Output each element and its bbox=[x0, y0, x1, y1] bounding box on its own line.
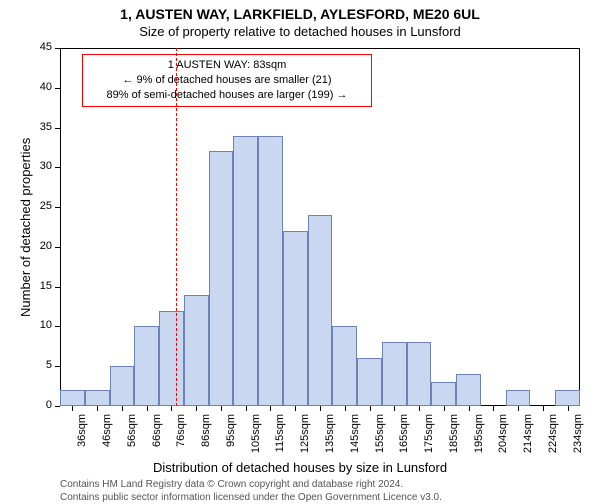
histogram-bar bbox=[407, 342, 432, 406]
y-tick-label: 15 bbox=[26, 280, 52, 292]
y-tick-label: 35 bbox=[26, 121, 52, 133]
y-tick bbox=[55, 167, 60, 168]
y-tick-label: 25 bbox=[26, 200, 52, 212]
y-tick-label: 0 bbox=[26, 399, 52, 411]
x-tick-label: 195sqm bbox=[473, 414, 485, 464]
histogram-bar bbox=[110, 366, 135, 406]
y-tick bbox=[55, 207, 60, 208]
annotation-line: 89% of semi-detached houses are larger (… bbox=[89, 88, 365, 103]
histogram-bar bbox=[134, 326, 159, 406]
y-tick-label: 10 bbox=[26, 319, 52, 331]
histogram-bar bbox=[233, 136, 258, 406]
x-tick bbox=[97, 406, 98, 411]
x-tick bbox=[171, 406, 172, 411]
x-tick bbox=[147, 406, 148, 411]
y-tick-label: 5 bbox=[26, 359, 52, 371]
x-tick bbox=[444, 406, 445, 411]
x-tick-label: 66sqm bbox=[151, 414, 163, 464]
x-tick-label: 86sqm bbox=[200, 414, 212, 464]
y-tick-label: 30 bbox=[26, 160, 52, 172]
y-tick bbox=[55, 406, 60, 407]
x-tick-label: 175sqm bbox=[423, 414, 435, 464]
histogram-bar bbox=[85, 390, 110, 406]
annotation-line: ← 9% of detached houses are smaller (21) bbox=[89, 73, 365, 88]
x-tick bbox=[295, 406, 296, 411]
x-tick bbox=[196, 406, 197, 411]
histogram-bar bbox=[431, 382, 456, 406]
x-tick bbox=[270, 406, 271, 411]
chart-title-line1: 1, AUSTEN WAY, LARKFIELD, AYLESFORD, ME2… bbox=[0, 6, 600, 22]
x-tick-label: 224sqm bbox=[547, 414, 559, 464]
histogram-bar bbox=[184, 295, 209, 406]
x-tick-label: 165sqm bbox=[398, 414, 410, 464]
histogram-bar bbox=[308, 215, 333, 406]
histogram-bar bbox=[456, 374, 481, 406]
x-tick bbox=[568, 406, 569, 411]
credits-line: Contains HM Land Registry data © Crown c… bbox=[60, 478, 442, 491]
x-tick-label: 214sqm bbox=[522, 414, 534, 464]
x-tick bbox=[320, 406, 321, 411]
x-tick bbox=[72, 406, 73, 411]
histogram-bar bbox=[60, 390, 85, 406]
histogram-bar bbox=[382, 342, 407, 406]
x-tick bbox=[122, 406, 123, 411]
x-tick bbox=[370, 406, 371, 411]
x-tick bbox=[221, 406, 222, 411]
histogram-bar bbox=[332, 326, 357, 406]
y-tick-label: 40 bbox=[26, 81, 52, 93]
x-tick bbox=[469, 406, 470, 411]
histogram-bar bbox=[209, 151, 234, 406]
x-tick-label: 155sqm bbox=[374, 414, 386, 464]
histogram-bar bbox=[555, 390, 580, 406]
x-tick-label: 125sqm bbox=[299, 414, 311, 464]
x-tick-label: 46sqm bbox=[101, 414, 113, 464]
x-tick-label: 95sqm bbox=[225, 414, 237, 464]
x-tick bbox=[493, 406, 494, 411]
chart-title-line2: Size of property relative to detached ho… bbox=[0, 24, 600, 39]
x-tick-label: 135sqm bbox=[324, 414, 336, 464]
x-tick-label: 56sqm bbox=[126, 414, 138, 464]
histogram-bar bbox=[357, 358, 382, 406]
x-tick-label: 204sqm bbox=[497, 414, 509, 464]
histogram-bar bbox=[159, 311, 184, 406]
credits-line: Contains public sector information licen… bbox=[60, 491, 442, 504]
x-tick-label: 185sqm bbox=[448, 414, 460, 464]
x-tick-label: 36sqm bbox=[76, 414, 88, 464]
histogram-bar bbox=[506, 390, 531, 406]
histogram-bar bbox=[258, 136, 283, 406]
y-tick bbox=[55, 128, 60, 129]
x-tick bbox=[518, 406, 519, 411]
y-tick bbox=[55, 88, 60, 89]
x-tick bbox=[246, 406, 247, 411]
y-tick bbox=[55, 366, 60, 367]
annotation-box: 1 AUSTEN WAY: 83sqm← 9% of detached hous… bbox=[82, 54, 372, 107]
x-tick-label: 76sqm bbox=[175, 414, 187, 464]
x-tick-label: 105sqm bbox=[250, 414, 262, 464]
x-tick bbox=[394, 406, 395, 411]
credits-text: Contains HM Land Registry data © Crown c… bbox=[60, 478, 442, 504]
x-tick-label: 145sqm bbox=[349, 414, 361, 464]
reference-line bbox=[176, 48, 177, 406]
y-tick bbox=[55, 326, 60, 327]
y-tick bbox=[55, 247, 60, 248]
x-tick bbox=[419, 406, 420, 411]
annotation-line: 1 AUSTEN WAY: 83sqm bbox=[89, 58, 365, 73]
x-tick-label: 115sqm bbox=[274, 414, 286, 464]
x-tick-label: 234sqm bbox=[572, 414, 584, 464]
x-tick bbox=[345, 406, 346, 411]
y-tick-label: 45 bbox=[26, 41, 52, 53]
y-tick bbox=[55, 287, 60, 288]
histogram-bar bbox=[283, 231, 308, 406]
y-tick bbox=[55, 48, 60, 49]
y-tick-label: 20 bbox=[26, 240, 52, 252]
x-tick bbox=[543, 406, 544, 411]
